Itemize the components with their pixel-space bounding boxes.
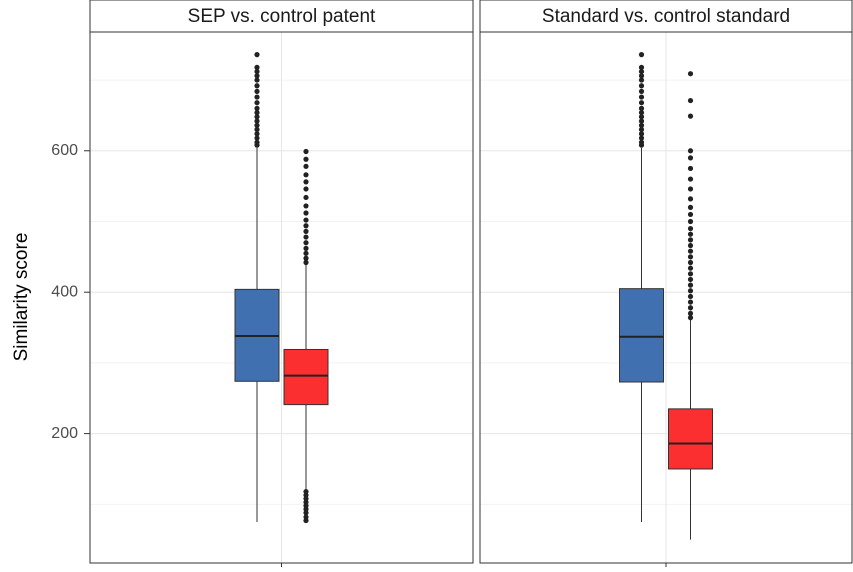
outlier bbox=[303, 203, 309, 209]
outlier bbox=[687, 248, 694, 254]
outlier bbox=[303, 245, 309, 251]
outlier bbox=[687, 282, 694, 288]
outlier bbox=[687, 176, 694, 182]
outlier bbox=[687, 196, 694, 202]
panel-title: SEP vs. control patent bbox=[188, 6, 376, 27]
outlier bbox=[254, 73, 260, 79]
outlier bbox=[687, 204, 694, 210]
outlier bbox=[254, 110, 260, 116]
outlier bbox=[687, 113, 694, 119]
outlier bbox=[638, 100, 645, 106]
strip bbox=[479, 0, 853, 33]
outlier bbox=[687, 299, 694, 305]
outlier bbox=[254, 126, 260, 133]
outlier bbox=[303, 217, 309, 223]
outlier bbox=[687, 218, 694, 225]
strip bbox=[89, 0, 474, 33]
outlier bbox=[687, 242, 694, 249]
box bbox=[619, 288, 664, 383]
y-tick-label: 600 bbox=[51, 142, 78, 159]
outlier bbox=[254, 118, 260, 124]
outlier bbox=[254, 68, 260, 75]
outlier bbox=[303, 172, 309, 178]
outlier bbox=[638, 83, 645, 89]
outlier bbox=[687, 186, 694, 192]
outlier bbox=[254, 64, 260, 70]
outlier bbox=[638, 73, 645, 79]
outlier bbox=[687, 225, 694, 232]
outlier bbox=[687, 315, 694, 321]
outlier bbox=[638, 52, 645, 58]
outlier bbox=[303, 210, 309, 216]
outlier bbox=[254, 122, 260, 128]
y-axis-label: Similarity score bbox=[11, 233, 32, 362]
y-tick-label: 400 bbox=[51, 283, 78, 300]
outlier bbox=[638, 105, 645, 111]
outlier bbox=[638, 118, 645, 124]
outlier bbox=[687, 71, 694, 77]
outlier bbox=[638, 88, 645, 94]
outlier bbox=[687, 211, 694, 218]
outlier bbox=[254, 105, 260, 111]
outlier bbox=[303, 240, 309, 246]
outlier bbox=[638, 68, 645, 75]
outlier bbox=[303, 194, 309, 201]
box bbox=[668, 408, 713, 470]
outlier bbox=[254, 52, 260, 58]
outlier bbox=[638, 77, 645, 83]
outlier bbox=[303, 228, 309, 234]
outlier bbox=[687, 254, 694, 260]
outlier bbox=[687, 293, 694, 300]
outlier bbox=[638, 131, 645, 137]
outlier bbox=[254, 100, 260, 106]
outlier bbox=[254, 83, 260, 89]
outlier bbox=[687, 165, 694, 172]
outlier bbox=[687, 97, 694, 104]
outlier bbox=[303, 186, 309, 192]
outlier bbox=[638, 110, 645, 116]
outlier bbox=[303, 514, 309, 520]
outlier bbox=[254, 88, 260, 94]
outlier bbox=[687, 271, 694, 277]
outlier bbox=[254, 77, 260, 83]
outlier bbox=[687, 288, 694, 294]
outlier bbox=[638, 114, 645, 120]
outlier bbox=[687, 305, 694, 311]
outlier bbox=[687, 237, 694, 243]
outlier bbox=[303, 234, 309, 240]
outlier bbox=[303, 488, 309, 495]
outlier bbox=[303, 163, 309, 169]
outlier bbox=[638, 126, 645, 133]
outlier bbox=[303, 259, 309, 266]
outlier bbox=[687, 276, 694, 283]
outlier bbox=[303, 148, 309, 155]
box bbox=[283, 348, 329, 406]
outlier bbox=[303, 255, 309, 261]
outlier bbox=[687, 310, 694, 317]
outlier bbox=[638, 135, 645, 141]
outlier bbox=[254, 131, 260, 137]
outlier bbox=[687, 231, 694, 237]
outlier bbox=[638, 122, 645, 128]
outlier bbox=[687, 148, 694, 154]
outlier bbox=[638, 139, 645, 145]
panel-title: Standard vs. control standard bbox=[542, 6, 790, 27]
outlier bbox=[303, 250, 309, 256]
outlier bbox=[303, 156, 309, 162]
outlier bbox=[303, 223, 309, 229]
outlier bbox=[254, 94, 260, 100]
outlier bbox=[254, 114, 260, 120]
outlier bbox=[687, 155, 694, 161]
outlier bbox=[254, 139, 260, 145]
outlier bbox=[303, 179, 309, 185]
outlier bbox=[687, 265, 694, 271]
outlier bbox=[254, 135, 260, 141]
outlier bbox=[638, 64, 645, 70]
y-tick-label: 200 bbox=[51, 425, 78, 442]
outlier bbox=[638, 94, 645, 100]
outlier bbox=[687, 259, 694, 266]
